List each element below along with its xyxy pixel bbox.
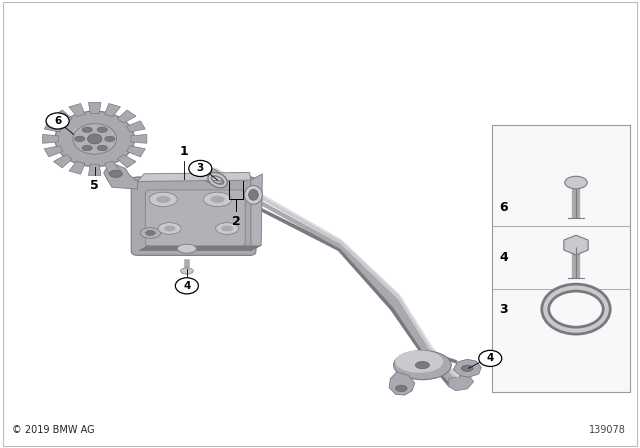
Text: 6: 6 (499, 201, 508, 214)
Ellipse shape (244, 185, 262, 204)
Ellipse shape (396, 350, 444, 373)
Ellipse shape (109, 170, 122, 177)
Text: 3: 3 (196, 164, 204, 173)
Text: 3: 3 (499, 302, 508, 316)
Ellipse shape (396, 385, 407, 392)
Polygon shape (104, 103, 120, 116)
Ellipse shape (145, 230, 155, 236)
Polygon shape (205, 179, 454, 386)
Circle shape (189, 160, 212, 177)
Text: 1: 1 (179, 145, 188, 158)
Circle shape (175, 278, 198, 294)
Polygon shape (453, 359, 481, 377)
Polygon shape (53, 110, 72, 123)
Text: 2: 2 (232, 215, 241, 228)
Polygon shape (564, 235, 588, 255)
FancyBboxPatch shape (492, 125, 630, 392)
Text: 4: 4 (486, 353, 494, 363)
Ellipse shape (73, 125, 101, 139)
Polygon shape (117, 155, 136, 168)
Text: 6: 6 (54, 116, 61, 126)
Ellipse shape (248, 190, 259, 200)
Polygon shape (250, 174, 262, 251)
Polygon shape (214, 167, 459, 378)
Polygon shape (44, 121, 63, 132)
Circle shape (55, 111, 134, 167)
Ellipse shape (105, 136, 115, 142)
Polygon shape (138, 246, 261, 251)
Text: 139078: 139078 (589, 426, 626, 435)
Polygon shape (43, 134, 58, 143)
Ellipse shape (156, 196, 170, 203)
Ellipse shape (164, 226, 175, 231)
Polygon shape (389, 372, 415, 395)
Ellipse shape (201, 168, 223, 184)
Ellipse shape (74, 136, 84, 142)
Text: 4: 4 (183, 281, 191, 291)
Ellipse shape (149, 192, 177, 207)
Ellipse shape (97, 127, 108, 133)
Ellipse shape (211, 196, 225, 203)
Polygon shape (88, 164, 101, 175)
Polygon shape (88, 103, 101, 113)
Ellipse shape (221, 226, 233, 231)
Polygon shape (69, 103, 85, 116)
Polygon shape (448, 375, 474, 391)
Ellipse shape (82, 145, 92, 151)
Polygon shape (104, 161, 120, 174)
Ellipse shape (461, 365, 473, 371)
Polygon shape (210, 172, 457, 384)
Text: 5: 5 (90, 179, 99, 192)
Ellipse shape (216, 223, 239, 234)
Polygon shape (127, 121, 145, 132)
Circle shape (73, 124, 116, 154)
Polygon shape (212, 169, 458, 379)
Ellipse shape (180, 268, 193, 274)
Ellipse shape (140, 228, 161, 238)
Polygon shape (138, 172, 251, 181)
FancyBboxPatch shape (145, 190, 245, 246)
Text: © 2019 BMW AG: © 2019 BMW AG (12, 426, 94, 435)
Polygon shape (117, 110, 136, 123)
Polygon shape (426, 353, 457, 364)
Ellipse shape (82, 127, 92, 133)
Polygon shape (53, 155, 72, 168)
Ellipse shape (97, 145, 108, 151)
Circle shape (46, 113, 69, 129)
Ellipse shape (394, 350, 451, 380)
Polygon shape (127, 146, 145, 157)
Polygon shape (69, 161, 85, 174)
Ellipse shape (177, 244, 196, 253)
Polygon shape (44, 146, 63, 157)
Polygon shape (131, 134, 147, 143)
FancyBboxPatch shape (131, 177, 256, 255)
Circle shape (88, 134, 102, 144)
Ellipse shape (564, 176, 588, 189)
Ellipse shape (415, 362, 429, 369)
Ellipse shape (204, 192, 232, 207)
Text: 4: 4 (499, 251, 508, 264)
Ellipse shape (158, 223, 181, 234)
Polygon shape (104, 165, 138, 189)
Circle shape (479, 350, 502, 366)
Polygon shape (401, 368, 419, 379)
